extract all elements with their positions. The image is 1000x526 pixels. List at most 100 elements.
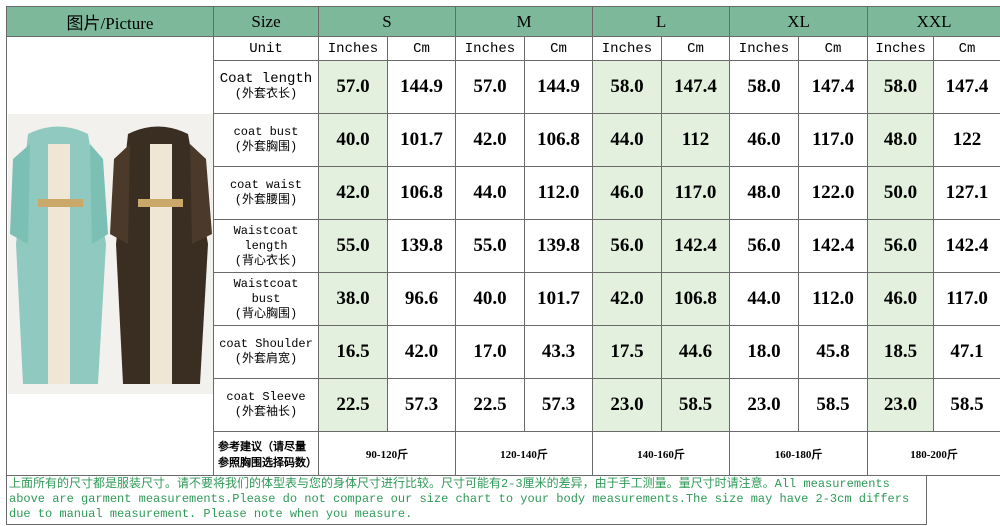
unit-cell: Cm — [660, 36, 731, 61]
measure-value: 40.0 — [318, 113, 388, 167]
measure-value: 122 — [933, 113, 1000, 167]
measure-value: 16.5 — [318, 325, 388, 379]
measure-value: 112.0 — [798, 272, 869, 326]
unit-cell: Cm — [933, 36, 1000, 61]
label-line: (外套肩宽) — [234, 352, 298, 366]
measure-value: 101.7 — [524, 272, 593, 326]
label-line: (外套腰围) — [234, 193, 298, 207]
measure-value: 44.0 — [455, 166, 525, 220]
measure-row: coat bust (外套胸围) 40.0 101.7 42.0 106.8 44.0 112… — [7, 113, 1000, 167]
measure-value: 106.8 — [387, 166, 456, 220]
measure-value: 106.8 — [660, 272, 731, 326]
table-body: 图片/Picture Size S M L XL XXL Unit Inches Cm In… — [6, 6, 1000, 476]
label-line: (外套胸围) — [234, 140, 298, 154]
label-line: Waistcoat bust — [233, 276, 299, 306]
weight-row: 参考建议（请尽量参照胸围选择码数） 90-120斤 120-140斤 140-160斤… — [7, 431, 1000, 476]
measure-value: 96.6 — [387, 272, 456, 326]
measure-value: 55.0 — [455, 219, 525, 273]
footer-note: 上面所有的尺寸都是服装尺寸。请不要将我们的体型表与您的身体尺寸进行比较。尺寸可能… — [6, 475, 927, 525]
label-line: coat bust — [233, 125, 299, 139]
measure-row: Waistcoat length (背心衣长) 55.0 139.8 55.0 139.8… — [7, 219, 1000, 273]
measure-value: 48.0 — [729, 166, 800, 220]
size-header-cell: L — [591, 6, 731, 37]
size-header-cell: XL — [729, 6, 869, 37]
measure-value: 101.7 — [387, 113, 456, 167]
measure-label: coat Shoulder (外套肩宽) — [213, 325, 319, 379]
label-line: coat Shoulder — [219, 337, 313, 351]
measure-value: 42.0 — [455, 113, 525, 167]
measure-value: 50.0 — [867, 166, 935, 220]
unit-label: Unit — [213, 36, 319, 61]
measure-value: 38.0 — [318, 272, 388, 326]
measure-value: 144.9 — [387, 60, 456, 114]
measure-value: 58.5 — [660, 378, 731, 432]
measure-value: 57.3 — [387, 378, 456, 432]
measure-row: coat Sleeve (外套袖长) 22.5 57.3 22.5 57.3 23.0 58.… — [7, 378, 1000, 432]
measure-value: 22.5 — [318, 378, 388, 432]
measure-value: 48.0 — [867, 113, 935, 167]
picture-header: 图片/Picture — [6, 6, 214, 37]
measure-value: 44.0 — [729, 272, 800, 326]
size-header-cell: XXL — [867, 6, 1000, 37]
label-line: Coat length — [219, 71, 313, 87]
size-table-wrap: 图片/Picture Size S M L XL XXL Unit Inches Cm In… — [6, 6, 1000, 476]
measure-row: coat waist (外套腰围) 42.0 106.8 44.0 112.0 46.0 11… — [7, 166, 1000, 220]
measure-row: Coat length (外套衣长) 57.0 144.9 57.0 144.9 58.0 1… — [7, 60, 1000, 114]
label-line: (背心衣长) — [234, 253, 298, 268]
measure-value: 117.0 — [660, 166, 731, 220]
unit-cell: Inches — [592, 36, 662, 61]
measure-value: 40.0 — [455, 272, 525, 326]
measure-value: 117.0 — [798, 113, 869, 167]
measure-value: 56.0 — [729, 219, 800, 273]
measure-value: 23.0 — [592, 378, 662, 432]
measure-value: 112 — [660, 113, 731, 167]
unit-row: Unit Inches Cm Inches Cm Inches Cm Inches Cm Inc… — [6, 36, 1000, 476]
unit-cell: Inches — [318, 36, 388, 61]
measure-value: 58.0 — [729, 60, 800, 114]
measure-value: 57.3 — [524, 378, 593, 432]
label-line: (外套袖长) — [234, 405, 298, 419]
measure-label: coat waist (外套腰围) — [213, 166, 319, 220]
measure-value: 47.1 — [933, 325, 1000, 379]
measure-label: coat Sleeve (外套袖长) — [213, 378, 319, 432]
unit-cell: Cm — [387, 36, 456, 61]
unit-cell: Inches — [729, 36, 800, 61]
unit-cell: Cm — [524, 36, 593, 61]
unit-cell: Inches — [455, 36, 525, 61]
size-header-cell: S — [318, 6, 456, 37]
measure-value: 58.0 — [867, 60, 935, 114]
measure-value: 139.8 — [524, 219, 593, 273]
label-line: (背心胸围) — [234, 306, 298, 321]
measure-value: 46.0 — [867, 272, 935, 326]
measure-value: 127.1 — [933, 166, 1000, 220]
measure-value: 142.4 — [660, 219, 731, 273]
measure-value: 147.4 — [798, 60, 869, 114]
weight-value: 90-120斤 — [318, 431, 456, 476]
measure-value: 44.6 — [660, 325, 731, 379]
measure-value: 45.8 — [798, 325, 869, 379]
header-row: 图片/Picture Size S M L XL XXL — [6, 6, 1000, 37]
weight-value: 140-160斤 — [591, 431, 731, 476]
measure-value: 106.8 — [524, 113, 593, 167]
measure-value: 42.0 — [592, 272, 662, 326]
measure-value: 147.4 — [660, 60, 731, 114]
measure-value: 57.0 — [455, 60, 525, 114]
measure-value: 58.5 — [933, 378, 1000, 432]
measure-value: 23.0 — [867, 378, 935, 432]
measure-value: 18.5 — [867, 325, 935, 379]
measure-value: 112.0 — [524, 166, 593, 220]
measure-value: 122.0 — [798, 166, 869, 220]
size-header: Size — [213, 6, 319, 37]
measure-value: 142.4 — [933, 219, 1000, 273]
measure-value: 57.0 — [318, 60, 388, 114]
measure-value: 139.8 — [387, 219, 456, 273]
unit-cell: Cm — [798, 36, 869, 61]
measure-label: Waistcoat bust (背心胸围) — [213, 272, 319, 326]
measure-value: 58.5 — [798, 378, 869, 432]
measure-value: 22.5 — [455, 378, 525, 432]
label-line: coat waist — [229, 178, 302, 192]
measure-value: 44.0 — [592, 113, 662, 167]
measure-label: Coat length (外套衣长) — [213, 60, 319, 114]
measure-value: 46.0 — [729, 113, 800, 167]
